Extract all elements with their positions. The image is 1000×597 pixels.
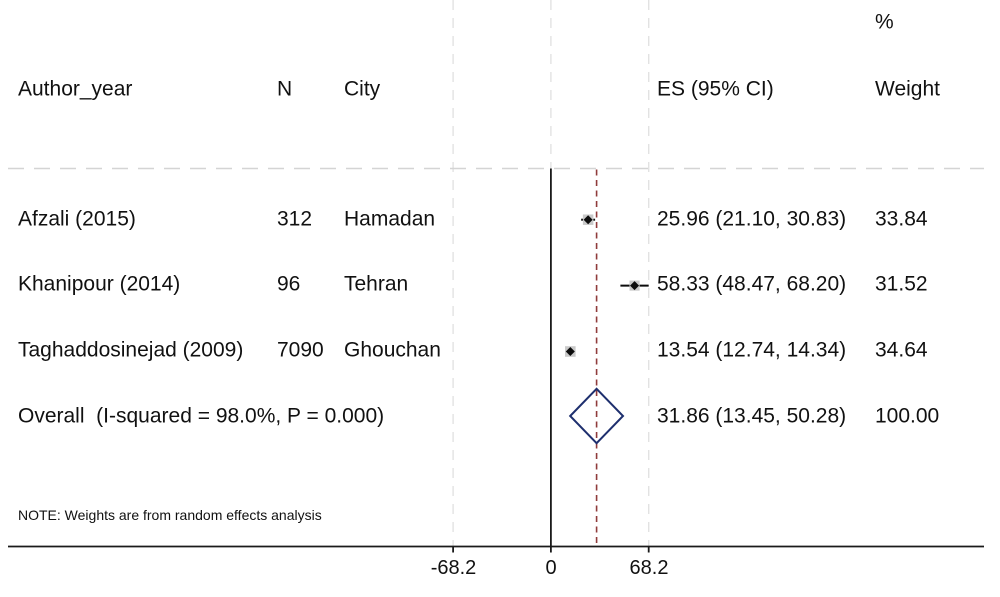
overall-diamond bbox=[568, 387, 625, 445]
x-tick-label: -68.2 bbox=[430, 556, 477, 579]
column-header-author-year: Author_year bbox=[18, 77, 133, 101]
point-estimate-marker bbox=[583, 215, 593, 225]
column-header-es-ci: ES (95% CI) bbox=[657, 77, 774, 101]
x-tick-label: 68.2 bbox=[629, 556, 669, 579]
column-header-city: City bbox=[344, 77, 381, 101]
point-estimate-marker bbox=[565, 347, 575, 356]
x-tick-label: 0 bbox=[545, 556, 557, 579]
study-weight: 33.84 bbox=[875, 207, 928, 230]
study-n: 7090 bbox=[277, 338, 324, 361]
column-header-percent: % bbox=[875, 10, 894, 34]
point-estimate-marker bbox=[630, 281, 640, 291]
study-n: 96 bbox=[277, 272, 301, 296]
study-author-year: Taghaddosinejad (2009) bbox=[18, 338, 244, 361]
study-city: Tehran bbox=[344, 272, 409, 296]
overall-weight: 100.00 bbox=[875, 404, 940, 427]
study-es-ci: 13.54 (12.74, 14.34) bbox=[657, 338, 847, 361]
overall-es-ci: 31.86 (13.45, 50.28) bbox=[657, 404, 847, 427]
study-es-ci: 58.33 (48.47, 68.20) bbox=[657, 272, 847, 296]
overall-label: Overall (I-squared = 98.0%, P = 0.000) bbox=[18, 404, 385, 427]
note-text: NOTE: Weights are from random effects an… bbox=[18, 507, 322, 523]
column-header-weight: Weight bbox=[875, 77, 940, 101]
study-es-ci: 25.96 (21.10, 30.83) bbox=[657, 207, 847, 230]
study-weight: 31.52 bbox=[875, 272, 928, 296]
study-weight: 34.64 bbox=[875, 338, 928, 361]
study-author-year: Afzali (2015) bbox=[18, 207, 136, 230]
column-header-n: N bbox=[277, 77, 293, 101]
study-city: Hamadan bbox=[344, 207, 436, 230]
study-author-year: Khanipour (2014) bbox=[18, 272, 181, 296]
study-n: 312 bbox=[277, 207, 313, 230]
study-city: Ghouchan bbox=[344, 338, 441, 361]
